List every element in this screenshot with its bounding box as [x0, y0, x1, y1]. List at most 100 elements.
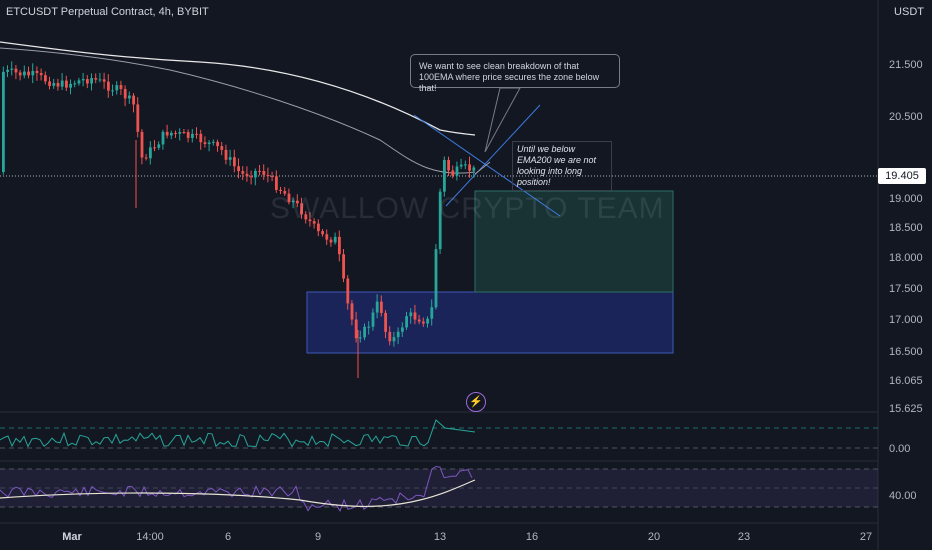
candle-body: [52, 82, 56, 86]
candle-body: [472, 167, 476, 171]
oscillator-line: [0, 419, 476, 448]
candle-body: [258, 170, 261, 172]
candle-body: [245, 173, 249, 177]
candle-body: [119, 85, 123, 89]
candle-body: [224, 149, 228, 160]
candle-body: [333, 236, 337, 243]
candle-body: [396, 331, 400, 338]
candlesticks: [2, 61, 476, 378]
candle-body: [342, 254, 345, 279]
candle-body: [283, 190, 287, 194]
candle-body: [304, 214, 308, 220]
candle-body: [178, 131, 182, 134]
candle-body: [228, 157, 232, 160]
candle-body: [18, 72, 22, 76]
candle-body: [459, 164, 463, 167]
candle-body: [468, 164, 471, 171]
candle-body: [174, 132, 177, 134]
candle-body: [115, 85, 119, 91]
time-label: 9: [314, 531, 322, 543]
candle-body: [338, 236, 341, 255]
candle-body: [216, 141, 219, 147]
candle-body: [325, 234, 329, 240]
price-label: 18.000: [889, 252, 923, 264]
price-label: 20.500: [889, 111, 923, 123]
candle-body: [81, 79, 85, 81]
price-label: 17.000: [889, 314, 923, 326]
candle-body: [451, 170, 455, 176]
candle-body: [56, 82, 60, 87]
candle-body: [199, 133, 203, 143]
candle-body: [266, 174, 270, 177]
candle-body: [149, 147, 152, 159]
candle-body: [90, 78, 93, 84]
candle-body: [300, 203, 303, 215]
candle-body: [455, 166, 459, 176]
chart-title: ETCUSDT Perpetual Contract, 4h, BYBIT: [6, 6, 209, 18]
candle-body: [157, 144, 161, 148]
time-label: 16: [525, 531, 539, 543]
candle-body: [203, 142, 207, 144]
candle-body: [132, 95, 135, 105]
candle-body: [392, 337, 396, 342]
candle-body: [111, 90, 114, 92]
price-label: 21.500: [889, 59, 923, 71]
candle-body: [426, 318, 429, 324]
candle-body: [2, 71, 5, 172]
candle-body: [279, 189, 282, 191]
price-label: 16.065: [889, 375, 923, 387]
candle-body: [287, 193, 291, 203]
candle-body: [350, 303, 354, 320]
lightning-icon[interactable]: ⚡: [466, 392, 486, 412]
candle-body: [438, 191, 442, 250]
candle-body: [195, 133, 198, 135]
candle-body: [405, 316, 408, 328]
candle-body: [317, 223, 320, 232]
time-label: 27: [859, 531, 873, 543]
candle-body: [430, 307, 434, 319]
price-label: 19.000: [889, 193, 923, 205]
candle-body: [186, 132, 190, 138]
candle-body: [165, 131, 169, 136]
candle-body: [44, 75, 47, 82]
candle-body: [86, 79, 89, 84]
candle-body: [98, 79, 102, 81]
candle-body: [308, 219, 312, 222]
note-ema200: Until we below EMA200 we are not looking…: [512, 141, 612, 191]
candle-body: [60, 80, 64, 87]
candle-body: [270, 176, 274, 178]
candle-body: [464, 164, 467, 166]
candle-body: [191, 133, 194, 138]
candle-body: [359, 337, 362, 339]
watermark: SWALLOW CRYPTO TEAM: [270, 192, 665, 225]
candle-body: [413, 312, 417, 320]
candle-body: [136, 104, 140, 132]
candle-body: [249, 176, 253, 178]
candle-body: [262, 170, 266, 175]
time-label: 6: [224, 531, 232, 543]
time-label: 20: [647, 531, 661, 543]
ema200-line: [0, 41, 476, 136]
candle-body: [296, 200, 299, 204]
time-label: 13: [433, 531, 447, 543]
demand-zone: [306, 291, 674, 354]
candle-body: [77, 80, 81, 84]
candle-body: [346, 278, 350, 304]
candle-body: [422, 321, 425, 324]
candle-body: [73, 83, 77, 85]
candle-body: [182, 131, 186, 133]
candle-body: [6, 69, 9, 72]
candle-body: [69, 83, 72, 88]
oscillator-axis-label: 0.00: [889, 443, 911, 455]
trendline-upper: [413, 114, 561, 217]
price-label: 15.625: [889, 403, 923, 415]
candle-body: [123, 88, 127, 99]
candle-body: [434, 249, 438, 308]
candle-body: [23, 71, 26, 76]
candle-body: [14, 68, 18, 73]
candle-body: [161, 131, 165, 145]
candle-body: [417, 319, 421, 322]
candle-body: [102, 79, 106, 82]
candle-body: [107, 81, 110, 91]
